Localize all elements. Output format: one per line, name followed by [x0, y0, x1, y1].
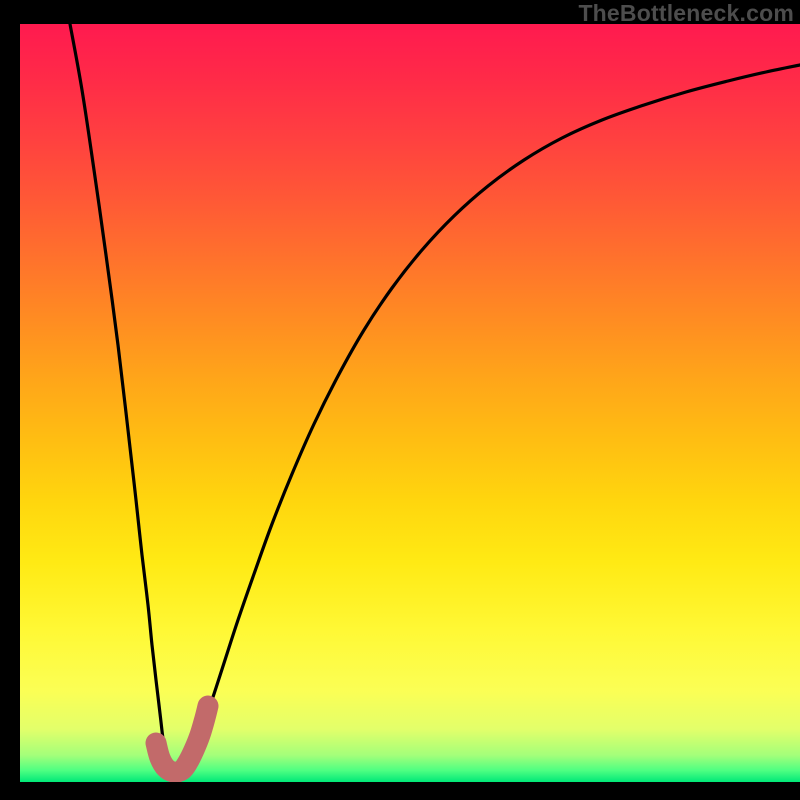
gradient-background [20, 24, 800, 782]
chart-svg [0, 0, 800, 800]
chart-container: TheBottleneck.com [0, 0, 800, 800]
